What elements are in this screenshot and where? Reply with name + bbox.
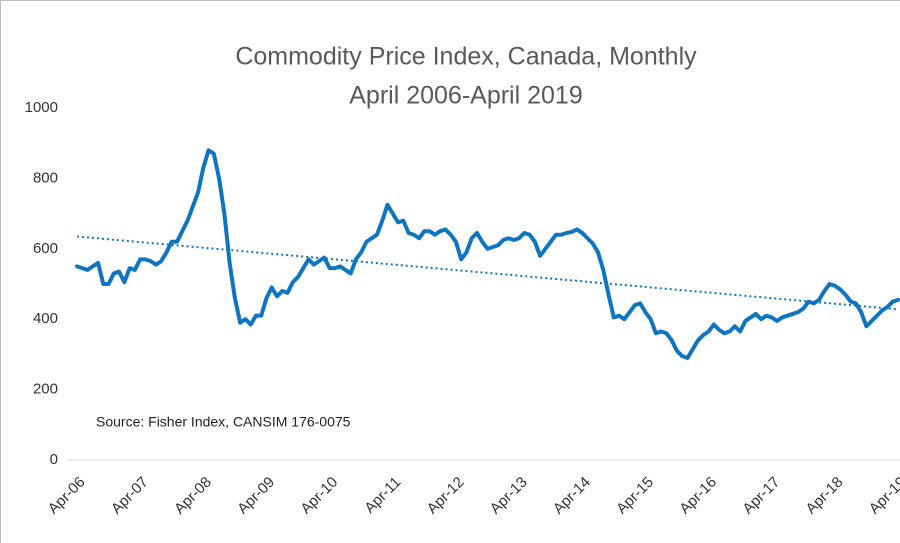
x-tick-label: Apr-11 — [361, 474, 404, 517]
chart-title: Commodity Price Index, Canada, Monthly — [235, 43, 697, 71]
y-tick-label: 1000 — [25, 99, 58, 116]
x-tick-label: Apr-12 — [424, 474, 468, 518]
chart-subtitle: April 2006-April 2019 — [349, 82, 582, 110]
y-tick-label: 0 — [50, 451, 58, 468]
x-tick-label: Apr-18 — [803, 474, 847, 518]
x-tick-label: Apr-14 — [550, 474, 594, 518]
x-tick-label: Apr-17 — [739, 474, 783, 518]
y-tick-label: 400 — [33, 310, 58, 327]
x-tick-label: Apr-07 — [108, 474, 152, 518]
x-tick-label: Apr-13 — [487, 474, 531, 518]
y-tick-label: 600 — [33, 240, 58, 257]
x-tick-label: Apr-08 — [171, 474, 215, 518]
x-tick-label: Apr-10 — [297, 474, 341, 518]
trend-line — [76, 235, 899, 311]
y-tick-label: 200 — [33, 381, 58, 398]
data-line — [75, 148, 900, 360]
x-tick-label: Apr-16 — [676, 474, 720, 518]
y-tick-label: 800 — [33, 169, 58, 186]
x-tick-label: Apr-15 — [613, 474, 657, 518]
x-tick-label: Apr-19 — [866, 474, 900, 518]
annotation: Source: Fisher Index, CANSIM 176-0075 — [96, 414, 351, 430]
x-tick-label: Apr-09 — [234, 474, 278, 518]
x-tick-label: Apr-06 — [45, 474, 89, 518]
